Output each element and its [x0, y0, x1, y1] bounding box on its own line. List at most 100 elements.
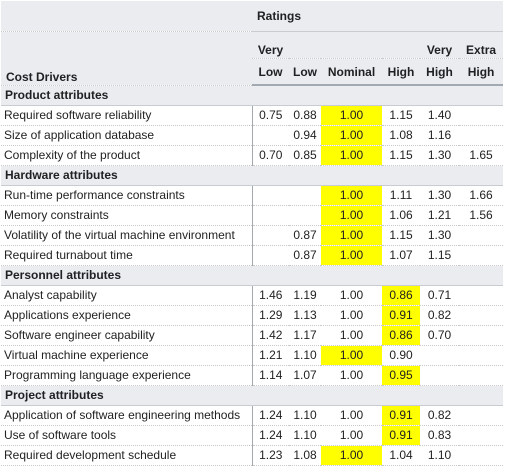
rating-value-cell: 0.86: [382, 325, 420, 346]
group-header-filler: [252, 265, 504, 286]
rating-value-cell: 1.30: [420, 185, 459, 206]
rating-value-cell: 1.00: [321, 405, 382, 426]
rating-value-cell: 0.85: [289, 145, 321, 166]
rating-value-cell: [459, 365, 504, 386]
cost-drivers-header: Cost Drivers: [1, 31, 252, 86]
cost-driver-name: Software engineer capability: [1, 325, 253, 346]
level-header-high: High: [382, 58, 420, 86]
rating-value-cell: 0.82: [420, 305, 459, 326]
rating-value-cell: [459, 445, 504, 466]
rating-value-cell: [459, 125, 504, 146]
rating-value-cell: 0.70: [252, 145, 289, 166]
rating-value-cell: 1.04: [382, 445, 420, 466]
group-header-row: Product attributes: [1, 85, 504, 106]
rating-value-cell: 1.24: [252, 405, 289, 426]
rating-value-cell: [289, 205, 321, 226]
rating-value-cell: 0.91: [382, 305, 420, 326]
rating-value-cell: 1.66: [459, 185, 504, 206]
rating-value-cell: 1.00: [321, 225, 382, 246]
rating-value-cell: 1.13: [289, 305, 321, 326]
table-row: Complexity of the product 0.70 0.85 1.00 1.1…: [1, 145, 504, 166]
rating-value-cell: 1.21: [420, 205, 459, 226]
cost-driver-name: Run-time performance constraints: [1, 185, 253, 206]
rating-value-cell: [459, 105, 504, 126]
rating-value-cell: 1.00: [321, 205, 382, 226]
rating-value-cell: [252, 185, 289, 206]
group-title: Personnel attributes: [1, 265, 252, 286]
rating-value-cell: 0.87: [289, 245, 321, 266]
level-header-line1: [382, 31, 420, 59]
rating-value-cell: [252, 225, 289, 246]
rating-value-cell: 1.00: [321, 125, 382, 146]
rating-value-cell: 1.15: [382, 145, 420, 166]
rating-value-cell: 1.40: [420, 105, 459, 126]
table-row: Software engineer capability 1.42 1.17 1.00…: [1, 325, 504, 346]
rating-value-cell: 1.00: [321, 305, 382, 326]
cost-driver-name: Virtual machine experience: [1, 345, 253, 366]
rating-value-cell: 0.91: [382, 405, 420, 426]
rating-value-cell: 1.00: [321, 425, 382, 446]
table-row: Size of application database 0.94 1.00 1.08…: [1, 125, 504, 146]
table-row: Required turnabout time 0.87 1.00 1.07 1.15: [1, 245, 504, 266]
cost-driver-name: Use of software tools: [1, 425, 253, 446]
table-row: Volatility of the virtual machine enviro…: [1, 225, 504, 246]
rating-value-cell: [252, 125, 289, 146]
level-header-line1: [321, 31, 382, 59]
rating-value-cell: [459, 345, 504, 366]
cost-driver-name: Analyst capability: [1, 285, 253, 306]
cost-driver-name: Memory constraints: [1, 205, 253, 226]
header-blank-cell: [1, 1, 252, 32]
group-title: Product attributes: [1, 85, 252, 106]
rating-value-cell: 1.08: [289, 445, 321, 466]
rating-value-cell: 1.08: [382, 125, 420, 146]
rating-value-cell: 0.91: [382, 425, 420, 446]
rating-value-cell: 1.15: [382, 225, 420, 246]
group-header-row: Hardware attributes: [1, 165, 504, 186]
rating-value-cell: 1.10: [289, 345, 321, 366]
group-header-filler: [252, 385, 504, 406]
cost-driver-name: Size of application database: [1, 125, 253, 146]
rating-value-cell: 1.15: [382, 105, 420, 126]
group-header-filler: [252, 85, 504, 106]
rating-value-cell: 1.17: [289, 325, 321, 346]
level-header-very-high: High: [420, 58, 459, 86]
rating-value-cell: [289, 185, 321, 206]
rating-value-cell: 0.90: [382, 345, 420, 366]
rating-value-cell: [252, 205, 289, 226]
rating-value-cell: 0.86: [382, 285, 420, 306]
rating-value-cell: 0.71: [420, 285, 459, 306]
table-header: Ratings Cost Drivers Very Very Extra Low…: [1, 1, 504, 86]
rating-value-cell: [420, 365, 459, 386]
table-row: Use of software tools 1.24 1.10 1.00 0.91 0.8…: [1, 425, 504, 446]
rating-value-cell: 0.94: [289, 125, 321, 146]
rating-value-cell: 1.06: [382, 205, 420, 226]
level-header-line1: [289, 31, 321, 59]
rating-value-cell: 1.00: [321, 445, 382, 466]
group-title: Project attributes: [1, 385, 252, 406]
rating-value-cell: 1.00: [321, 185, 382, 206]
rating-value-cell: [459, 425, 504, 446]
rating-value-cell: 1.21: [252, 345, 289, 366]
rating-value-cell: 1.00: [321, 145, 382, 166]
rating-value-cell: 1.07: [382, 245, 420, 266]
cost-driver-name: Volatility of the virtual machine enviro…: [1, 225, 253, 246]
rating-value-cell: 1.19: [289, 285, 321, 306]
rating-value-cell: 1.07: [289, 365, 321, 386]
level-header-nominal: Nominal: [321, 58, 382, 86]
rating-value-cell: 0.88: [289, 105, 321, 126]
rating-value-cell: 1.10: [420, 445, 459, 466]
rating-value-cell: 1.00: [321, 105, 382, 126]
group-header-row: Project attributes: [1, 385, 504, 406]
rating-value-cell: 1.10: [289, 425, 321, 446]
cost-drivers-table: Ratings Cost Drivers Very Very Extra Low…: [1, 1, 504, 466]
rating-value-cell: 1.00: [321, 325, 382, 346]
cost-driver-name: Applications experience: [1, 305, 253, 326]
rating-value-cell: [459, 305, 504, 326]
cost-driver-name: Complexity of the product: [1, 145, 253, 166]
rating-value-cell: 1.30: [420, 145, 459, 166]
cost-driver-name: Application of software engineering meth…: [1, 405, 253, 426]
level-header-low: Low: [289, 58, 321, 86]
ratings-header: Ratings: [252, 1, 504, 32]
rating-value-cell: 0.83: [420, 425, 459, 446]
cost-driver-name: Required turnabout time: [1, 245, 253, 266]
